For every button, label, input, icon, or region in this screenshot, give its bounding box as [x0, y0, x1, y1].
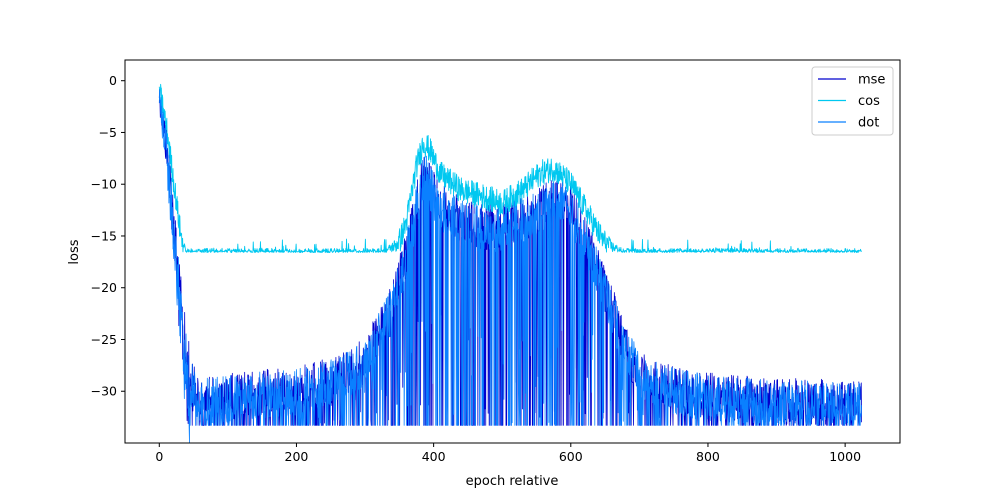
legend-label-cos: cos	[858, 94, 880, 109]
x-tick-label: 600	[559, 449, 583, 464]
x-tick-label: 0	[155, 449, 163, 464]
y-tick-label: −25	[91, 332, 117, 347]
x-tick-label: 400	[422, 449, 446, 464]
plot-series	[158, 83, 862, 443]
legend-box	[811, 66, 894, 136]
y-tick-label: −20	[91, 280, 117, 295]
x-tick-label: 1000	[829, 449, 861, 464]
series-line-cos	[158, 83, 862, 253]
legend-label-dot: dot	[858, 116, 879, 131]
y-tick-label: −15	[91, 228, 117, 243]
x-axis-label: epoch relative	[466, 474, 559, 489]
legend-label-mse: mse	[858, 73, 885, 88]
y-tick-label: 0	[109, 73, 117, 88]
x-tick-label: 800	[696, 449, 720, 464]
y-axis-label: loss	[67, 239, 82, 264]
y-tick-label: −30	[91, 384, 117, 399]
x-axis-ticks: 0 200 400 600 800 1000	[155, 443, 861, 464]
y-tick-label: −5	[99, 125, 117, 140]
y-axis-ticks: 0 −5 −10 −15 −20 −25 −30	[91, 73, 125, 399]
x-tick-label: 200	[285, 449, 309, 464]
y-tick-label: −10	[91, 177, 117, 192]
legend: mse cos dot	[811, 66, 894, 136]
plot-frame	[124, 59, 901, 444]
series-line-dot	[158, 89, 862, 443]
